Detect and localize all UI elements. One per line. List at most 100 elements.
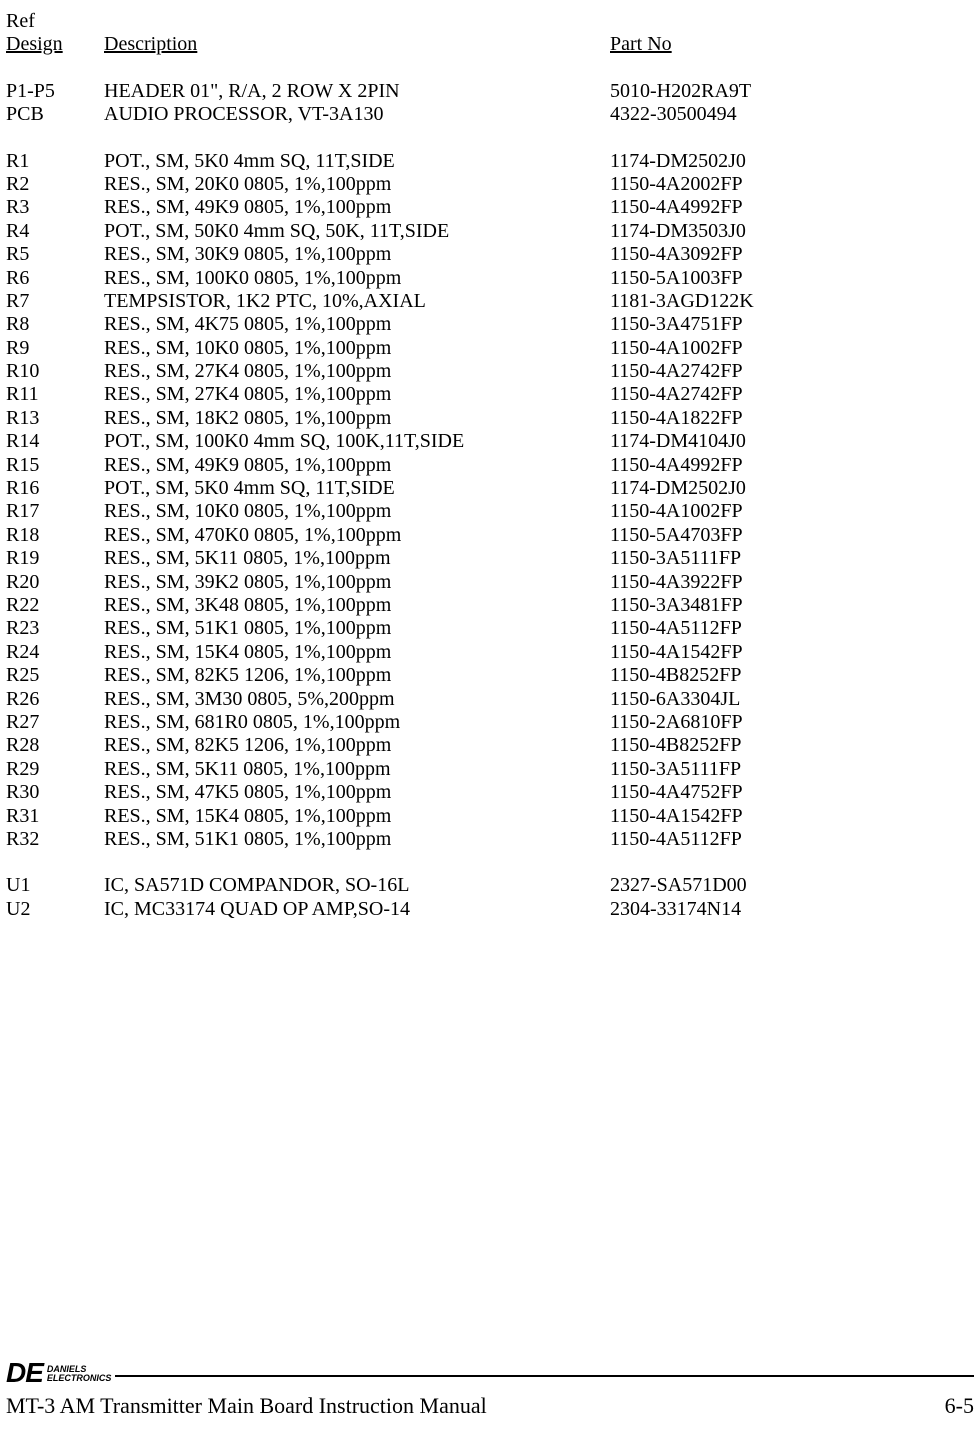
ref-design-cell: R28 [6, 734, 104, 757]
description-cell: RES., SM, 20K0 0805, 1%,100ppm [104, 173, 610, 196]
description-cell: RES., SM, 51K1 0805, 1%,100ppm [104, 828, 610, 851]
ref-design-cell: R16 [6, 477, 104, 500]
table-row: R29RES., SM, 5K11 0805, 1%,100ppm1150-3A… [6, 758, 974, 781]
table-row: PCBAUDIO PROCESSOR, VT-3A1304322-3050049… [6, 103, 974, 126]
ref-design-cell: R3 [6, 196, 104, 219]
table-row: R27RES., SM, 681R0 0805, 1%,100ppm1150-2… [6, 711, 974, 734]
table-row: R10RES., SM, 27K4 0805, 1%,100ppm1150-4A… [6, 360, 974, 383]
table-row: R7TEMPSISTOR, 1K2 PTC, 10%,AXIAL1181-3AG… [6, 290, 974, 313]
ref-design-cell: U1 [6, 874, 104, 897]
spacer [6, 57, 974, 80]
ref-design-cell: R19 [6, 547, 104, 570]
footer-title: MT-3 AM Transmitter Main Board Instructi… [6, 1393, 487, 1419]
table-row: R1POT., SM, 5K0 4mm SQ, 11T,SIDE1174-DM2… [6, 150, 974, 173]
partno-cell: 1150-4A3922FP [610, 571, 974, 594]
partno-cell: 1150-4A2742FP [610, 360, 974, 383]
table-row: R22RES., SM, 3K48 0805, 1%,100ppm1150-3A… [6, 594, 974, 617]
ref-design-cell: R24 [6, 641, 104, 664]
table-row: R31RES., SM, 15K4 0805, 1%,100ppm1150-4A… [6, 805, 974, 828]
table-row: R2RES., SM, 20K0 0805, 1%,100ppm1150-4A2… [6, 173, 974, 196]
ref-design-cell: R15 [6, 454, 104, 477]
ref-design-cell: R26 [6, 688, 104, 711]
description-cell: RES., SM, 4K75 0805, 1%,100ppm [104, 313, 610, 336]
table-row: U1IC, SA571D COMPANDOR, SO-16L2327-SA571… [6, 874, 974, 897]
partno-cell: 1174-DM3503J0 [610, 220, 974, 243]
description-cell: RES., SM, 3K48 0805, 1%,100ppm [104, 594, 610, 617]
description-cell: POT., SM, 50K0 4mm SQ, 50K, 11T,SIDE [104, 220, 610, 243]
ref-design-cell: R23 [6, 617, 104, 640]
description-cell: RES., SM, 5K11 0805, 1%,100ppm [104, 547, 610, 570]
page-footer: DE DANIELS ELECTRONICS MT-3 AM Transmitt… [6, 1357, 974, 1419]
description-cell: RES., SM, 5K11 0805, 1%,100ppm [104, 758, 610, 781]
partno-cell: 1150-4A2742FP [610, 383, 974, 406]
ref-design-cell: R8 [6, 313, 104, 336]
partno-cell: 2327-SA571D00 [610, 874, 974, 897]
ref-design-cell: R31 [6, 805, 104, 828]
partno-cell: 1150-4A1002FP [610, 337, 974, 360]
spacer [6, 851, 974, 874]
ref-design-cell: R17 [6, 500, 104, 523]
description-cell: RES., SM, 15K4 0805, 1%,100ppm [104, 641, 610, 664]
description-cell: HEADER 01", R/A, 2 ROW X 2PIN [104, 80, 610, 103]
description-cell: POT., SM, 5K0 4mm SQ, 11T,SIDE [104, 150, 610, 173]
ref-design-cell: R18 [6, 524, 104, 547]
description-cell: IC, SA571D COMPANDOR, SO-16L [104, 874, 610, 897]
partno-cell: 2304-33174N14 [610, 898, 974, 921]
description-cell: RES., SM, 3M30 0805, 5%,200ppm [104, 688, 610, 711]
ref-design-cell: R30 [6, 781, 104, 804]
partno-cell: 1150-4A1822FP [610, 407, 974, 430]
description-cell: RES., SM, 49K9 0805, 1%,100ppm [104, 196, 610, 219]
table-row: R18RES., SM, 470K0 0805, 1%,100ppm1150-5… [6, 524, 974, 547]
description-cell: RES., SM, 82K5 1206, 1%,100ppm [104, 664, 610, 687]
table-row: R9RES., SM, 10K0 0805, 1%,100ppm1150-4A1… [6, 337, 974, 360]
table-row: R3RES., SM, 49K9 0805, 1%,100ppm1150-4A4… [6, 196, 974, 219]
description-cell: RES., SM, 82K5 1206, 1%,100ppm [104, 734, 610, 757]
description-cell: RES., SM, 10K0 0805, 1%,100ppm [104, 337, 610, 360]
ref-design-cell: R1 [6, 150, 104, 173]
partno-cell: 5010-H202RA9T [610, 80, 974, 103]
partno-cell: 4322-30500494 [610, 103, 974, 126]
partno-cell: 1150-4B8252FP [610, 734, 974, 757]
table-row: R17RES., SM, 10K0 0805, 1%,100ppm1150-4A… [6, 500, 974, 523]
ref-design-cell: R13 [6, 407, 104, 430]
footer-rule [115, 1375, 974, 1377]
description-cell: RES., SM, 47K5 0805, 1%,100ppm [104, 781, 610, 804]
table-row: R20RES., SM, 39K2 0805, 1%,100ppm1150-4A… [6, 571, 974, 594]
description-cell: POT., SM, 100K0 4mm SQ, 100K,11T,SIDE [104, 430, 610, 453]
partno-cell: 1150-5A1003FP [610, 267, 974, 290]
partno-cell: 1150-3A5111FP [610, 547, 974, 570]
ref-design-cell: P1-P5 [6, 80, 104, 103]
description-cell: RES., SM, 10K0 0805, 1%,100ppm [104, 500, 610, 523]
logo-de-mark: DE [6, 1357, 43, 1390]
table-row: R4POT., SM, 50K0 4mm SQ, 50K, 11T,SIDE11… [6, 220, 974, 243]
ref-design-cell: R32 [6, 828, 104, 851]
spacer [6, 127, 974, 150]
table-row: R32RES., SM, 51K1 0805, 1%,100ppm1150-4A… [6, 828, 974, 851]
ref-design-cell: U2 [6, 898, 104, 921]
ref-design-cell: R2 [6, 173, 104, 196]
ref-design-cell: PCB [6, 103, 104, 126]
partno-cell: 1150-4A4752FP [610, 781, 974, 804]
table-row: P1-P5HEADER 01", R/A, 2 ROW X 2PIN5010-H… [6, 80, 974, 103]
partno-cell: 1150-4A5112FP [610, 617, 974, 640]
description-cell: TEMPSISTOR, 1K2 PTC, 10%,AXIAL [104, 290, 610, 313]
ref-design-cell: R27 [6, 711, 104, 734]
description-cell: RES., SM, 27K4 0805, 1%,100ppm [104, 360, 610, 383]
table-row: R15RES., SM, 49K9 0805, 1%,100ppm1150-4A… [6, 454, 974, 477]
partno-cell: 1150-2A6810FP [610, 711, 974, 734]
description-cell: RES., SM, 51K1 0805, 1%,100ppm [104, 617, 610, 640]
table-row: R26RES., SM, 3M30 0805, 5%,200ppm1150-6A… [6, 688, 974, 711]
partno-cell: 1174-DM2502J0 [610, 150, 974, 173]
description-cell: RES., SM, 27K4 0805, 1%,100ppm [104, 383, 610, 406]
footer-page-number: 6-5 [945, 1393, 974, 1419]
table-row: R5RES., SM, 30K9 0805, 1%,100ppm1150-4A3… [6, 243, 974, 266]
partno-cell: 1150-4B8252FP [610, 664, 974, 687]
ref-design-cell: R11 [6, 383, 104, 406]
logo-text-line2: ELECTRONICS [47, 1374, 112, 1383]
ref-design-cell: R5 [6, 243, 104, 266]
partno-cell: 1150-6A3304JL [610, 688, 974, 711]
table-row: R19RES., SM, 5K11 0805, 1%,100ppm1150-3A… [6, 547, 974, 570]
description-cell: RES., SM, 39K2 0805, 1%,100ppm [104, 571, 610, 594]
table-row: R25RES., SM, 82K5 1206, 1%,100ppm1150-4B… [6, 664, 974, 687]
table-row: R11RES., SM, 27K4 0805, 1%,100ppm1150-4A… [6, 383, 974, 406]
